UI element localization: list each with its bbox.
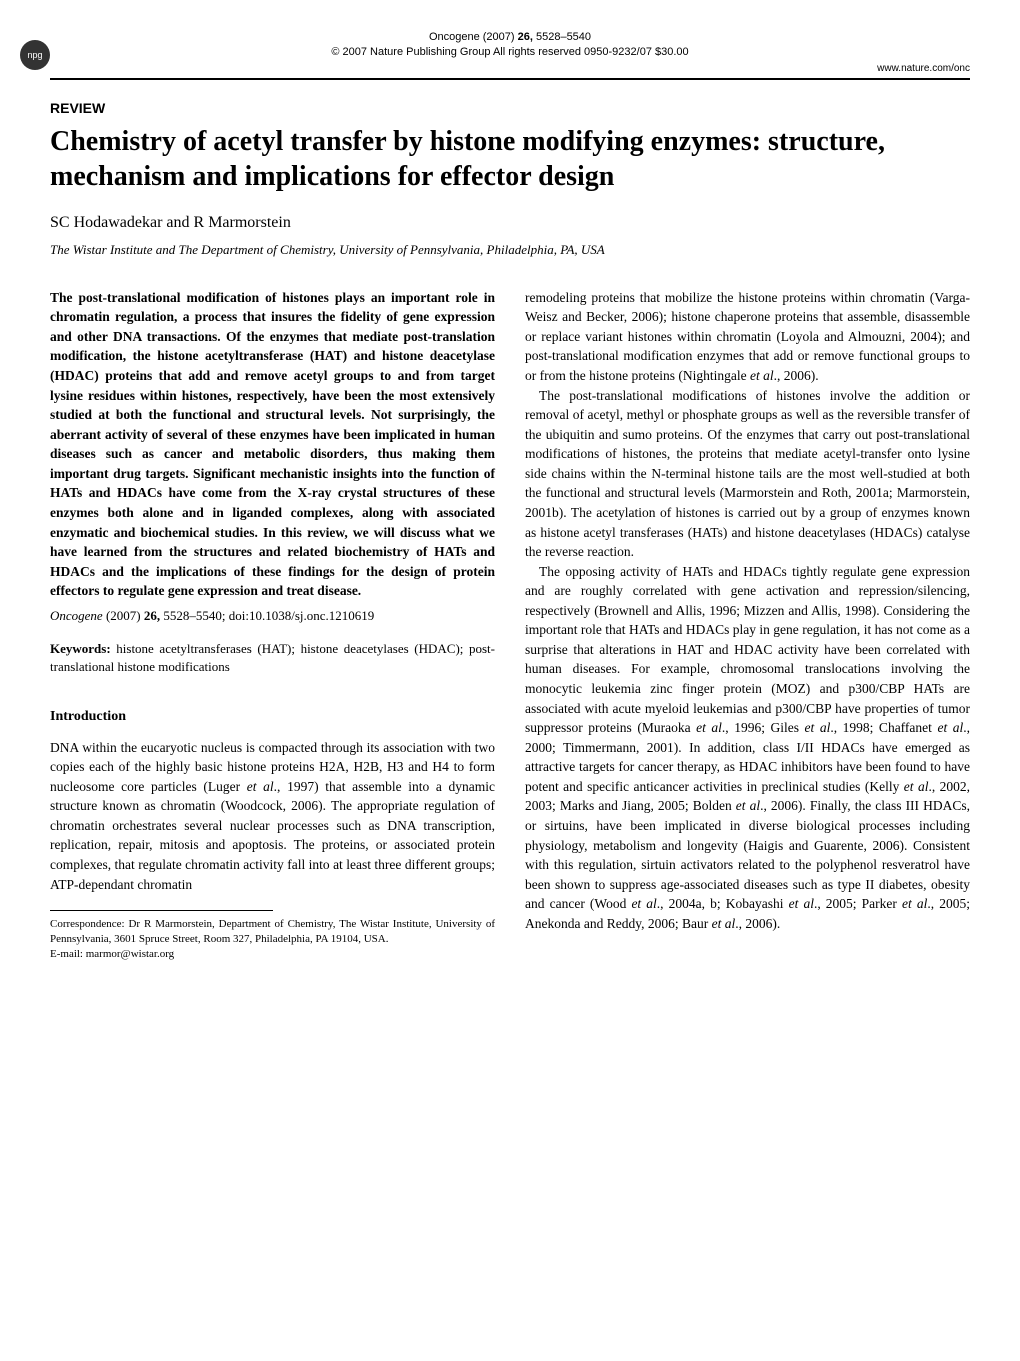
introduction-heading: Introduction <box>50 707 495 727</box>
r-p3-text8: ., 2005; Parker <box>814 896 902 911</box>
publisher-logo-text: npg <box>27 50 42 60</box>
intro-p1-cite1: et al <box>247 779 274 794</box>
correspondence-email: E-mail: marmor@wistar.org <box>50 947 495 962</box>
r-p1-cite1: et al <box>750 368 774 383</box>
article-authors: SC Hodawadekar and R Marmorstein <box>50 214 970 232</box>
content-columns: The post-translational modification of h… <box>50 288 970 962</box>
keywords-block: Keywords: histone acetyltransferases (HA… <box>50 640 495 678</box>
correspondence-address: Correspondence: Dr R Marmorstein, Depart… <box>50 917 495 947</box>
r-p3-cite9: et al <box>712 916 736 931</box>
journal-volume: 26, <box>518 31 533 43</box>
citation-year: (2007) <box>103 608 144 623</box>
citation-pages-doi: 5528–5540; doi:10.1038/sj.onc.1210619 <box>160 608 374 623</box>
citation-volume: 26, <box>144 608 160 623</box>
r-p3-cite7: et al <box>789 896 814 911</box>
right-column: remodeling proteins that mobilize the hi… <box>525 288 970 962</box>
abstract-text: The post-translational modification of h… <box>50 288 495 601</box>
r-p3-cite4: et al <box>904 779 929 794</box>
citation-line: Oncogene (2007) 26, 5528–5540; doi:10.10… <box>50 607 495 626</box>
intro-p1-text2: ., 1997) that assemble into a dynamic st… <box>50 779 495 892</box>
r-p3-text6: ., 2006). Finally, the class III HDACs, … <box>525 798 970 911</box>
r-p3-text3: ., 1998; Chaffanet <box>830 720 937 735</box>
citation-journal: Oncogene <box>50 608 103 623</box>
journal-pages: 5528–5540 <box>533 31 591 43</box>
r-p3-cite2: et al <box>805 720 831 735</box>
right-paragraph-1: remodeling proteins that mobilize the hi… <box>525 288 970 386</box>
journal-header: Oncogene (2007) 26, 5528–5540 © 2007 Nat… <box>50 30 970 80</box>
r-p1-text1: remodeling proteins that mobilize the hi… <box>525 290 970 383</box>
r-p3-text10: ., 2006). <box>735 916 780 931</box>
article-section-label: REVIEW <box>50 100 970 116</box>
intro-paragraph-1: DNA within the eucaryotic nucleus is com… <box>50 738 495 895</box>
correspondence-rule <box>50 910 273 911</box>
journal-url: www.nature.com/onc <box>50 63 970 74</box>
r-p3-cite5: et al <box>736 798 760 813</box>
r-p1-text2: ., 2006). <box>774 368 819 383</box>
right-paragraph-3: The opposing activity of HATs and HDACs … <box>525 562 970 934</box>
r-p3-text7: ., 2004a, b; Kobayashi <box>657 896 789 911</box>
keywords-text: histone acetyltransferases (HAT); histon… <box>50 641 495 675</box>
publisher-logo: npg <box>20 40 50 70</box>
correspondence-block: Correspondence: Dr R Marmorstein, Depart… <box>50 917 495 962</box>
r-p3-cite6: et al <box>631 896 656 911</box>
header-rule <box>50 78 970 80</box>
keywords-label: Keywords: <box>50 641 111 656</box>
r-p3-cite8: et al <box>902 896 927 911</box>
article-affiliation: The Wistar Institute and The Department … <box>50 242 970 258</box>
left-column: The post-translational modification of h… <box>50 288 495 962</box>
r-p3-text2: ., 1996; Giles <box>722 720 805 735</box>
article-title: Chemistry of acetyl transfer by histone … <box>50 124 970 194</box>
r-p3-text1: The opposing activity of HATs and HDACs … <box>525 564 970 736</box>
journal-info-line1: Oncogene (2007) 26, 5528–5540 <box>50 30 970 45</box>
right-paragraph-2: The post-translational modifications of … <box>525 386 970 562</box>
r-p3-cite1: et al <box>696 720 722 735</box>
r-p3-cite3: et al <box>937 720 963 735</box>
journal-copyright: © 2007 Nature Publishing Group All right… <box>50 45 970 60</box>
journal-name-year: Oncogene (2007) <box>429 31 518 43</box>
